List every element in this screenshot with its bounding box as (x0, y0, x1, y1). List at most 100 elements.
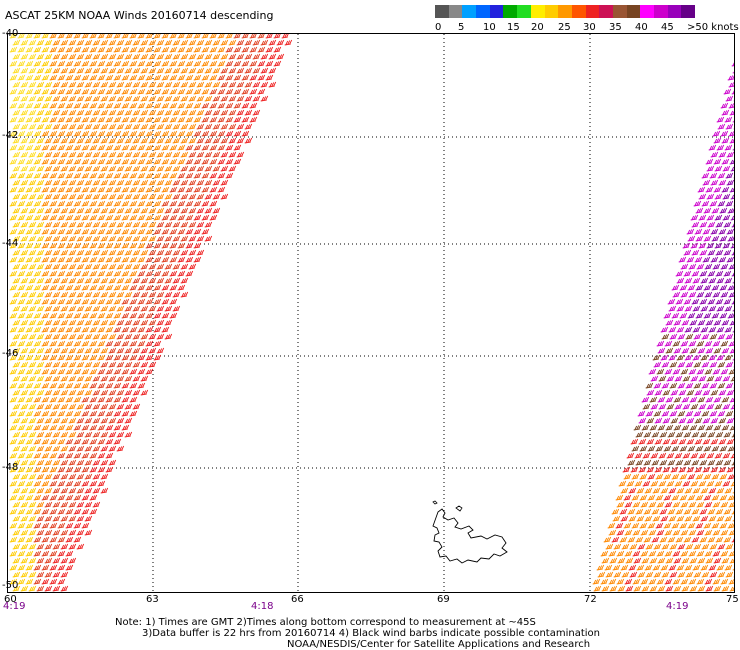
wind-barb (657, 396, 666, 403)
wind-barb (81, 46, 90, 53)
wind-barb (705, 186, 714, 193)
wind-barb (228, 151, 237, 158)
wind-barb (706, 480, 715, 487)
wind-barb (676, 487, 685, 494)
wind-barb (658, 403, 667, 410)
wind-barb (712, 529, 721, 536)
wind-barb (674, 403, 683, 410)
wind-barb (68, 263, 77, 270)
wind-barb (49, 494, 58, 501)
wind-barb (695, 284, 704, 291)
wind-barb (100, 39, 109, 46)
wind-barb (185, 144, 194, 151)
wind-barb (9, 298, 18, 305)
wind-barb (723, 508, 732, 515)
wind-barb (185, 102, 194, 109)
wind-barb (41, 536, 50, 543)
wind-barb (12, 235, 21, 242)
wind-barb (28, 361, 37, 368)
wind-barb (25, 368, 34, 375)
wind-barb (9, 494, 18, 501)
wind-barb (100, 403, 109, 410)
wind-barb (707, 298, 716, 305)
wind-barb (92, 95, 101, 102)
wind-barb (36, 67, 45, 74)
wind-barb (714, 193, 723, 200)
wind-barb (711, 494, 720, 501)
wind-barb (639, 445, 648, 452)
wind-barb (124, 221, 133, 228)
wind-barb (97, 312, 106, 319)
wind-barb (89, 382, 98, 389)
wind-barb (41, 102, 50, 109)
wind-barb (44, 67, 53, 74)
wind-barb (169, 214, 178, 221)
time-label: 4:19 (3, 601, 26, 612)
wind-barb (129, 158, 138, 165)
wind-barb (703, 235, 712, 242)
wind-barb (129, 312, 138, 319)
wind-barb (252, 39, 261, 46)
wind-barb (89, 102, 98, 109)
wind-barb (20, 445, 29, 452)
wind-barb (244, 95, 253, 102)
wind-barb (220, 123, 229, 130)
wind-barb (241, 60, 250, 67)
wind-barb (73, 382, 82, 389)
wind-barb (710, 179, 719, 186)
wind-barb (116, 53, 125, 60)
wind-barb (57, 340, 66, 347)
wind-barb (49, 34, 57, 39)
wind-barb (121, 46, 130, 53)
wind-barb (52, 487, 61, 494)
wind-barb (36, 417, 45, 424)
wind-barb (92, 291, 101, 298)
wind-barb (81, 312, 90, 319)
wind-barb (201, 228, 210, 235)
wind-barb (683, 270, 692, 277)
wind-barb (100, 445, 109, 452)
wind-barb (717, 410, 726, 417)
wind-barb (721, 585, 730, 592)
wind-barb (84, 403, 93, 410)
wind-barb (652, 515, 661, 522)
wind-barb (642, 480, 651, 487)
wind-barb (57, 116, 66, 123)
wind-barb (695, 494, 704, 501)
wind-barb (656, 368, 665, 375)
wind-barb (212, 207, 221, 214)
wind-barb (9, 34, 17, 39)
wind-barb (137, 172, 146, 179)
wind-barb (669, 410, 678, 417)
wind-barb (637, 410, 646, 417)
wind-barb (140, 263, 149, 270)
wind-barb (683, 508, 692, 515)
wind-barb (116, 235, 125, 242)
wind-barb (729, 320, 734, 326)
wind-barb (145, 214, 154, 221)
wind-barb (648, 368, 657, 375)
wind-barb (116, 319, 125, 326)
wind-barb (153, 186, 162, 193)
wind-barb (44, 291, 53, 298)
wind-barb (156, 319, 165, 326)
wind-barb (140, 319, 149, 326)
wind-barb (717, 382, 726, 389)
wind-barb (76, 179, 85, 186)
wind-barb (60, 375, 69, 382)
wind-barb (28, 53, 37, 60)
wind-barb (36, 305, 45, 312)
wind-barb (164, 179, 173, 186)
wind-barb (25, 242, 34, 249)
wind-barb (9, 326, 18, 333)
wind-barb (124, 249, 133, 256)
wind-barb (68, 81, 77, 88)
wind-barb (172, 165, 181, 172)
wind-barb (188, 137, 197, 144)
wind-barb (33, 46, 42, 53)
wind-barb (656, 550, 665, 557)
wind-barb (100, 109, 109, 116)
wind-barb (679, 445, 688, 452)
wind-barb (105, 88, 114, 95)
wind-barb (121, 34, 129, 39)
